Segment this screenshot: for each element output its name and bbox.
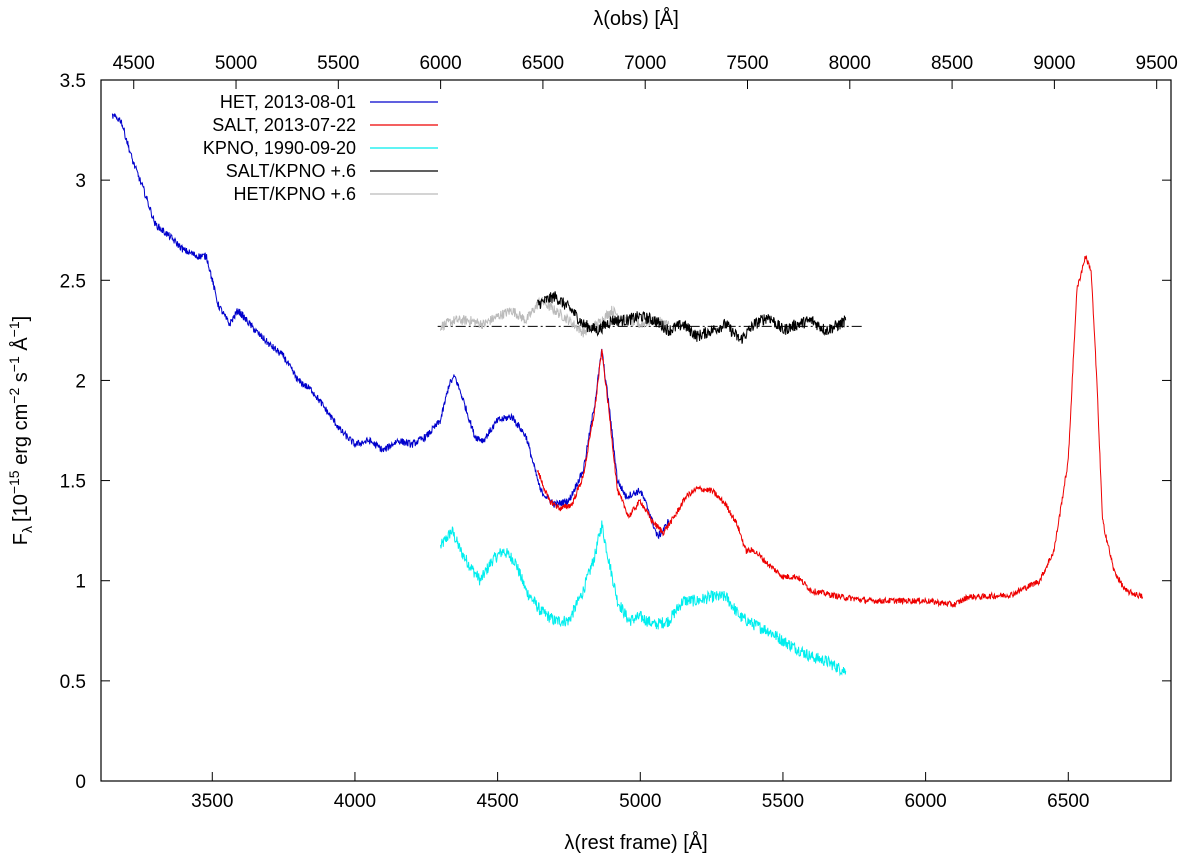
tick-labels: 0 0.5 1 1.5 2 2.5 3 3.5 3500 4000 4500 5000 5500 6000… bbox=[60, 53, 1178, 812]
series-line-3 bbox=[537, 291, 847, 344]
x-axis-label: λ(rest frame) [Å] bbox=[564, 831, 707, 854]
series-line-2 bbox=[440, 520, 847, 677]
y-label-unit4: Å bbox=[9, 337, 32, 357]
legend-label: HET, 2013-08-01 bbox=[220, 92, 356, 112]
x2-tick-label: 8500 bbox=[931, 53, 973, 74]
y-tick-label: 2.5 bbox=[60, 271, 86, 292]
y-tick-label: 1 bbox=[75, 572, 86, 593]
y-label-sub: λ bbox=[19, 526, 35, 533]
y-tick-label: 2 bbox=[75, 371, 86, 392]
x2-tick-label: 5500 bbox=[317, 53, 359, 74]
y-tick-label: 3 bbox=[75, 171, 86, 192]
y-tick-label: 3.5 bbox=[60, 71, 86, 92]
x2-tick-label: 7000 bbox=[624, 53, 666, 74]
y-axis-label: Fλ[10−15 erg cm−2 s−1 Å−1] bbox=[6, 316, 35, 545]
axis-ticks bbox=[101, 79, 1171, 782]
y-label-f: F bbox=[10, 533, 32, 545]
x2-tick-label: 5000 bbox=[215, 53, 257, 74]
legend-label: SALT, 2013-07-22 bbox=[212, 115, 356, 135]
y-tick-label: 0.5 bbox=[60, 672, 86, 693]
series-line-1 bbox=[537, 255, 1143, 608]
x-tick-label: 4000 bbox=[334, 791, 376, 812]
x2-tick-label: 7500 bbox=[726, 53, 768, 74]
y-label-unit: [10 bbox=[10, 494, 32, 522]
legend: HET, 2013-08-01 SALT, 2013-07-22 KPNO, 199… bbox=[203, 92, 438, 204]
legend-label: SALT/KPNO +.6 bbox=[226, 161, 356, 181]
x-tick-label: 6500 bbox=[1047, 791, 1089, 812]
y-label-unit2: erg cm bbox=[10, 404, 32, 471]
y-tick-label: 1.5 bbox=[60, 472, 86, 493]
x2-tick-label: 4500 bbox=[113, 53, 155, 74]
top-x-axis-label: λ(obs) [Å] bbox=[593, 7, 679, 30]
y-tick-label: 0 bbox=[75, 772, 86, 793]
x2-tick-label: 6000 bbox=[419, 53, 461, 74]
y-label-exp4: −1 bbox=[6, 321, 22, 337]
legend-label: KPNO, 1990-09-20 bbox=[203, 138, 356, 158]
legend-label: HET/KPNO +.6 bbox=[233, 184, 356, 204]
y-label-exp2: −2 bbox=[6, 388, 22, 404]
y-label-close: ] bbox=[10, 316, 32, 322]
plot-frame bbox=[100, 79, 1172, 782]
x2-tick-label: 9000 bbox=[1033, 53, 1075, 74]
series-line-0 bbox=[111, 113, 670, 540]
y-label-exp3: −1 bbox=[6, 356, 22, 372]
y-label-exp1: −15 bbox=[6, 470, 22, 494]
x-tick-label: 4500 bbox=[476, 791, 518, 812]
x-tick-label: 5000 bbox=[619, 791, 661, 812]
y-label-unit3: s bbox=[10, 372, 32, 388]
x2-tick-label: 8000 bbox=[829, 53, 871, 74]
series-lines bbox=[111, 113, 1143, 677]
x2-tick-label: 9500 bbox=[1136, 53, 1178, 74]
x-tick-label: 6000 bbox=[904, 791, 946, 812]
x-tick-label: 5500 bbox=[762, 791, 804, 812]
x2-tick-label: 6500 bbox=[522, 53, 564, 74]
x-tick-label: 3500 bbox=[191, 791, 233, 812]
